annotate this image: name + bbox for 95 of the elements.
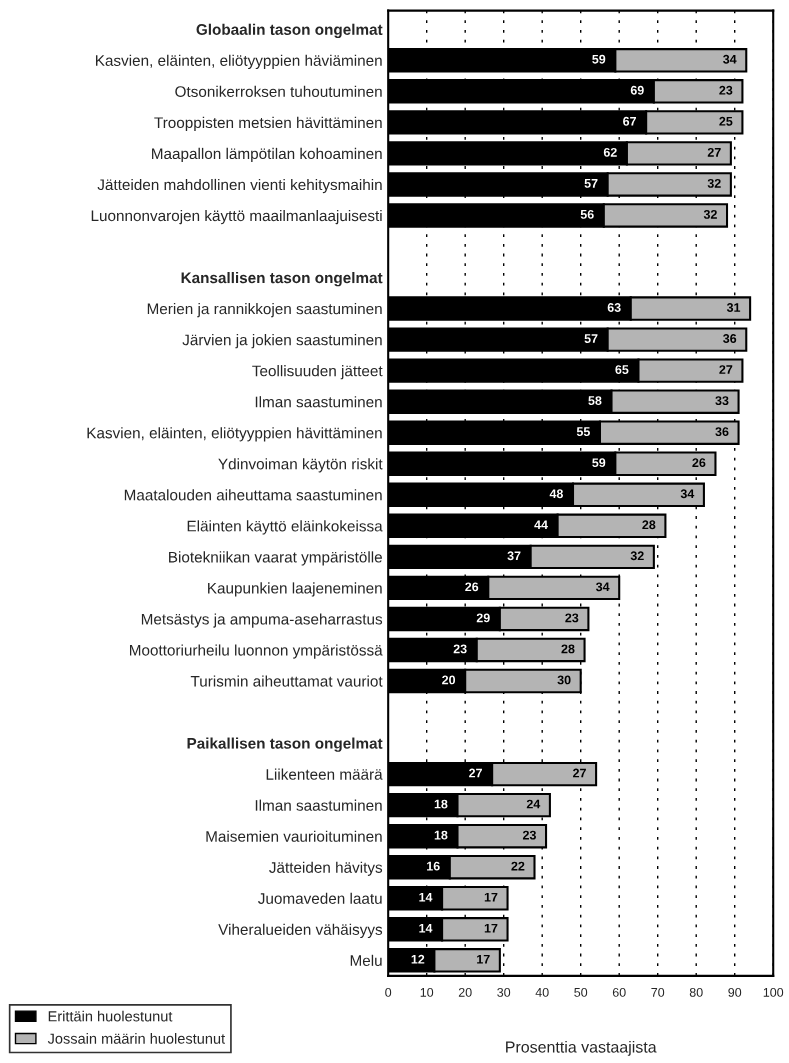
data-label: 31 [726,303,741,312]
data-label: 18 [434,830,448,840]
y-tick-label: Maisemien vaurioituminen [206,830,382,842]
x-tick-label: 50 [574,987,588,997]
y-tick-label: Eläinten käyttö eläinkokeissa [187,520,383,535]
y-tick-label: Metsästys ja ampuma-aseharrastus [141,613,383,628]
data-label: 56 [580,209,594,219]
y-tick-label: Teollisuuden jätteet [252,365,383,380]
y-tick-label: Viheralueiden vähäisyys [218,923,383,938]
data-label: 34 [595,582,610,592]
x-tick-label: 30 [497,987,511,997]
data-label: 12 [411,954,425,964]
y-tick-label: Moottoriurheilu luonnon ympäristössä [129,644,383,659]
x-tick-label: 20 [458,987,472,997]
data-label: 69 [630,85,644,95]
y-tick-label: Melu [350,954,382,966]
data-label: 25 [719,116,733,126]
x-tick-label: 0 [385,987,392,997]
data-label: 32 [707,178,721,188]
legend-label: Jossain määrin huolestunut [47,1033,225,1044]
y-tick-label: Otsonikerroksen tuhoutuminen [175,85,382,98]
y-tick-label: Maatalouden aiheuttama saastuminen [124,489,382,501]
y-tick-label: Maapallon lämpötilan kohoaminen [152,147,382,163]
y-tick-label: Kasvien, eläinten, eliötyyppien häviäminen [95,54,382,69]
y-tick-label: Luonnonvarojen käyttö maailmanlaajuisesti [91,209,382,225]
x-tick-label: 10 [420,987,434,997]
data-label: 57 [584,334,598,343]
y-tick-label: Kaupunkien laajeneminen [208,582,382,597]
data-label: 55 [576,427,590,437]
data-label: 27 [719,365,733,374]
data-label: 67 [623,116,636,126]
y-tick-label: Ydinvoiman käytön riskit [218,458,383,473]
x-tick-label: 40 [535,987,549,997]
data-label: 28 [561,644,575,654]
y-tick-label: Kansallisen tason ongelmat [181,272,383,287]
y-tick-label: Järvien ja jokien saastuminen [182,334,382,349]
data-label: 23 [565,613,579,623]
data-label: 23 [453,644,467,654]
data-label: 33 [715,396,729,406]
data-label: 37 [507,551,521,561]
data-label: 27 [469,768,482,778]
data-label: 23 [522,830,536,840]
y-tick-label: Jätteiden hävitys [269,861,383,876]
data-label: 16 [427,861,440,871]
data-label: 17 [477,954,490,964]
data-label: 63 [607,303,621,312]
data-label: 26 [692,458,706,468]
data-label: 48 [549,489,563,499]
data-label: 65 [615,365,629,374]
x-tick-label: 100 [763,987,784,997]
data-label: 17 [484,923,498,933]
data-label: 36 [723,334,737,343]
y-tick-label: Ilman saastuminen [255,396,382,408]
data-label: 32 [630,551,644,561]
y-tick-label: Trooppisten metsien hävittäminen [154,116,382,132]
data-label: 57 [584,179,598,188]
data-label: 59 [592,54,606,64]
data-label: 32 [703,209,717,219]
x-axis-title: Prosenttia vastaajista [506,1040,657,1056]
data-label: 44 [534,520,548,530]
data-label: 58 [588,396,602,406]
x-tick-label: 70 [651,987,665,997]
data-label: 36 [715,427,729,437]
data-label: 24 [526,799,541,809]
y-tick-label: Turismin aiheuttamat vauriot [190,675,383,687]
data-label: 28 [642,520,656,530]
y-tick-label: Ilman saastuminen [255,799,382,811]
x-tick-label: 60 [612,987,626,997]
y-tick-label: Merien ja rannikkojen saastuminen [147,303,382,318]
data-label: 30 [557,675,571,685]
data-label: 14 [419,923,433,933]
data-label: 27 [707,147,721,157]
data-label: 59 [592,458,606,468]
data-label: 20 [442,675,456,685]
data-label: 26 [465,582,479,592]
data-label: 27 [573,768,586,778]
y-tick-label: Kasvien, eläinten, eliötyyppien hävittäminen [87,427,382,442]
data-label: 22 [511,861,525,871]
y-tick-label: Globaalin tason ongelmat [196,23,383,39]
data-label: 29 [476,613,490,623]
x-tick-label: 80 [689,987,703,997]
y-tick-label: Juomaveden laatu [258,892,382,904]
y-tick-label: Biotekniikan vaarat ympäristölle [169,551,382,566]
data-label: 18 [434,799,448,809]
data-label: 17 [484,892,498,902]
legend-label: Erittäin huolestunut [48,1010,173,1022]
data-label: 62 [603,147,617,157]
x-tick-label: 90 [728,987,742,997]
data-label: 34 [680,489,695,499]
data-label: 34 [723,54,737,64]
y-tick-label: Jätteiden mahdollinen vienti kehitysmaihin [97,178,382,194]
y-tick-label: Paikallisen tason ongelmat [187,737,383,752]
data-label: 14 [419,892,433,902]
data-label: 23 [719,85,733,95]
y-tick-label: Liikenteen määrä [266,768,383,780]
